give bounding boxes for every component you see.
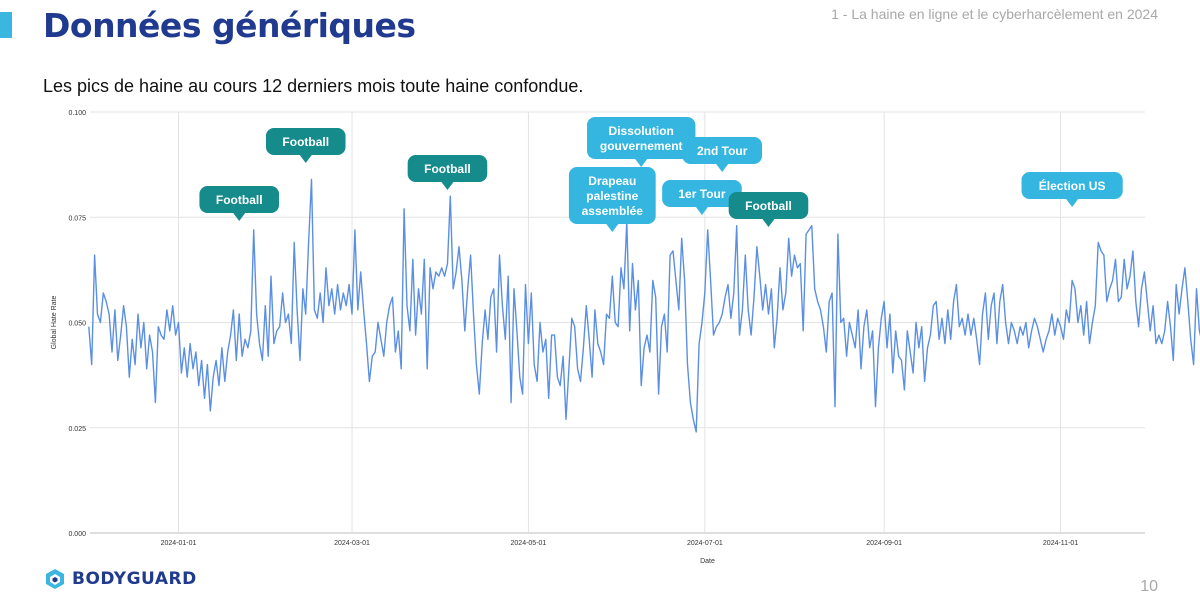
section-label: 1 - La haine en ligne et le cyberharcèle…: [831, 6, 1158, 22]
annotation-label: Élection US: [1039, 178, 1106, 193]
annotation-callout: [682, 137, 762, 164]
y-tick-label: 0.075: [68, 215, 86, 222]
logo-text: BODYGUARD: [72, 569, 197, 589]
annotation-pointer: [606, 224, 619, 232]
y-tick-label: 0.025: [68, 426, 86, 433]
annotation-pointer: [762, 219, 775, 227]
x-tick-label: 2024-01-01: [161, 540, 197, 547]
annotation-pointer: [635, 159, 648, 167]
annotation-pointer: [441, 182, 454, 190]
y-tick-label: 0.000: [68, 531, 86, 538]
annotation-label: palestine: [586, 189, 638, 203]
annotation-label: assemblée: [582, 204, 644, 218]
y-tick-label: 0.050: [68, 321, 86, 328]
bodyguard-logo: BODYGUARD: [44, 568, 197, 590]
annotation-label: Football: [745, 199, 792, 213]
x-tick-label: 2024-05-01: [511, 540, 547, 547]
y-tick-label: 0.100: [68, 110, 86, 117]
x-tick-label: 2024-03-01: [334, 540, 370, 547]
x-axis-label: Date: [700, 558, 715, 565]
x-tick-label: 2024-07-01: [687, 540, 723, 547]
annotation-callout: [199, 186, 280, 213]
annotation-callout: [1021, 172, 1123, 199]
annotation-label: gouvernement: [600, 139, 683, 153]
page-number: 10: [1140, 578, 1158, 595]
title-accent-bar: [0, 12, 12, 38]
page-title: Données génériques: [43, 6, 416, 45]
hate-rate-series-line: [88, 178, 1200, 433]
bodyguard-logo-icon: [46, 569, 64, 589]
x-tick-label: 2024-11-01: [1043, 540, 1078, 547]
annotation-callout: [265, 128, 346, 155]
annotation-pointer: [716, 164, 729, 172]
annotation-callout: [662, 180, 742, 207]
annotation-label: Dissolution: [609, 124, 674, 138]
annotation-callout: [407, 155, 488, 182]
x-tick-label: 2024-09-01: [866, 540, 902, 547]
annotation-pointer: [1066, 199, 1079, 207]
annotation-callout: [568, 167, 656, 224]
annotation-label: Football: [216, 193, 263, 207]
annotation-label: 1er Tour: [678, 187, 725, 201]
annotation-pointer: [695, 207, 708, 215]
annotation-callout: [587, 117, 696, 159]
chart-subtitle: Les pics de haine au cours 12 derniers m…: [43, 76, 584, 96]
annotation-pointer: [299, 155, 312, 163]
annotation-label: Football: [282, 135, 329, 149]
annotation-callout: [728, 192, 809, 219]
annotation-label: Drapeau: [588, 174, 636, 188]
annotation-pointer: [233, 213, 246, 221]
annotation-label: Football: [424, 162, 471, 176]
annotation-label: 2nd Tour: [697, 144, 748, 158]
y-axis-label: Global Hate Rate: [51, 296, 58, 350]
